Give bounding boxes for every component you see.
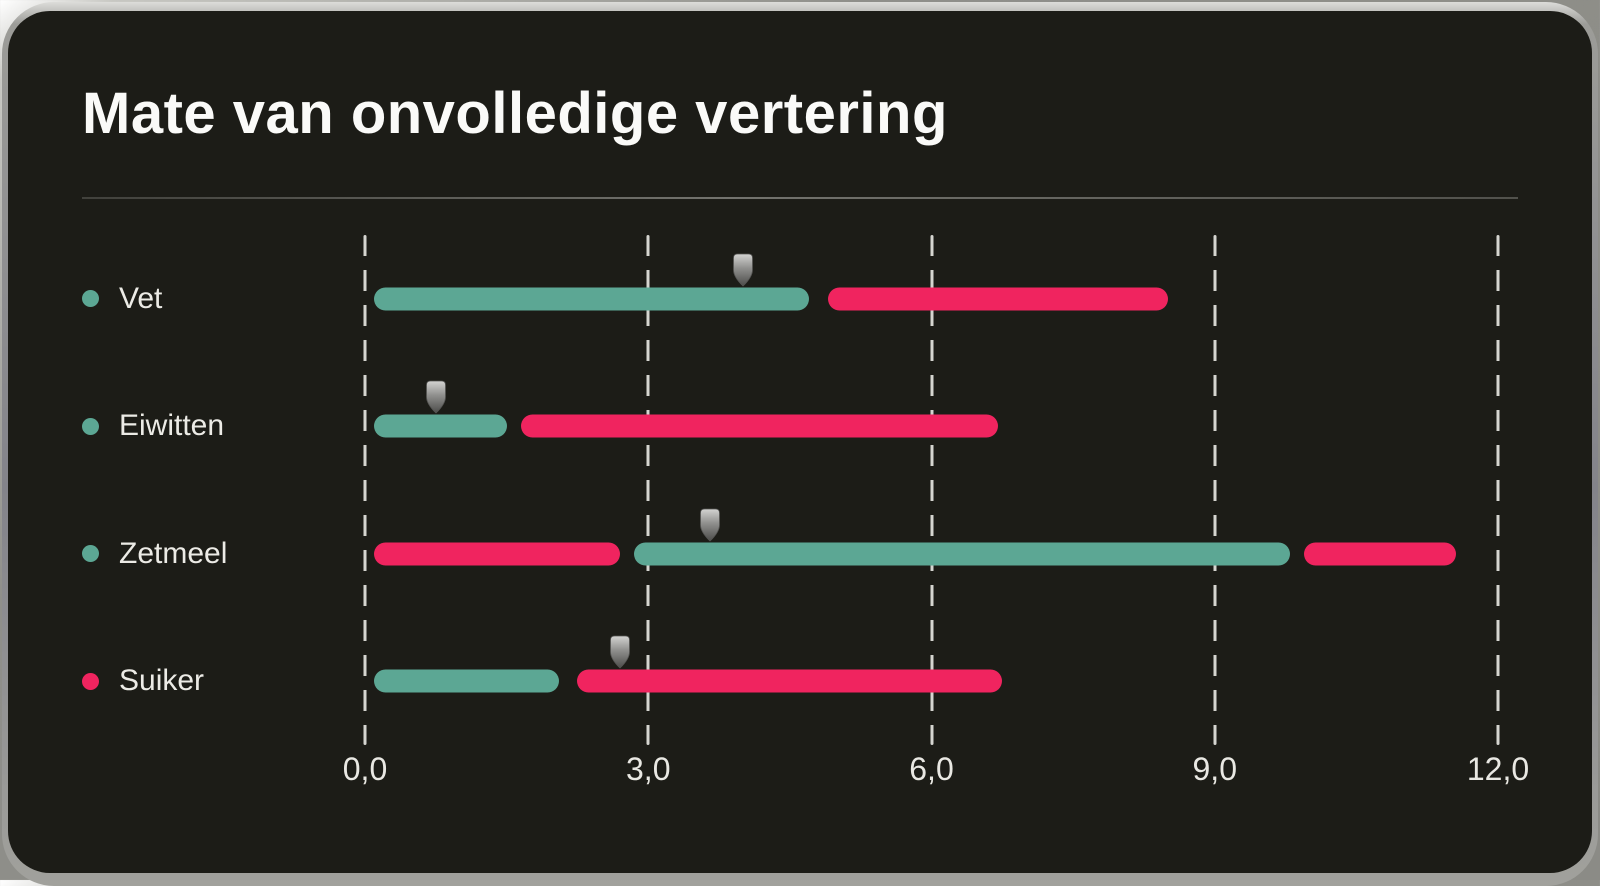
plot-area [363, 235, 1500, 745]
legend-label: Zetmeel [119, 536, 228, 570]
gridline [1496, 235, 1500, 745]
legend-dot-icon [82, 672, 99, 690]
legend-item: Eiwitten [82, 411, 224, 441]
x-tick-label: 9,0 [1192, 751, 1237, 787]
legend-dot-icon [82, 545, 99, 563]
value-marker-icon [699, 508, 720, 542]
bar-segment [634, 542, 1291, 566]
bar-segment [577, 669, 1003, 693]
gridline [363, 235, 367, 745]
bar-segment [374, 669, 559, 693]
x-tick-label: 6,0 [909, 751, 954, 787]
legend-label: Vet [119, 281, 163, 315]
value-marker-icon [732, 253, 753, 287]
legend-label: Suiker [119, 664, 205, 698]
chart-card: Mate van onvolledige vertering Vet Eiwitt… [8, 11, 1592, 873]
legend-label: Eiwitten [119, 409, 225, 443]
legend-dot-icon [82, 290, 99, 308]
bar-segment [520, 414, 998, 438]
gridline [1213, 235, 1217, 745]
legend-dot-icon [82, 417, 99, 435]
legend-item: Vet [82, 281, 163, 315]
bar-segment [1304, 542, 1456, 566]
gridline [930, 235, 933, 745]
value-marker-icon [609, 635, 630, 669]
category-legend: Vet Eiwitten Zetmeel Suiker [8, 235, 365, 745]
x-axis: 0,0 3,0 6,0 9,0 12,0 [343, 751, 1529, 795]
x-tick-label: 12,0 [1466, 751, 1530, 787]
gridline [646, 235, 650, 745]
chart-title: Mate van onvolledige vertering [82, 81, 948, 146]
legend-item: Zetmeel [82, 536, 228, 570]
title-divider [82, 197, 1518, 199]
x-tick-label: 0,0 [342, 751, 388, 787]
bar-segment [374, 287, 809, 311]
x-tick-label: 3,0 [626, 751, 671, 787]
bar-segment [374, 542, 620, 566]
bar-segment [374, 414, 507, 438]
bar-segment [827, 287, 1168, 311]
legend-item: Suiker [82, 666, 204, 696]
value-marker-icon [425, 380, 446, 414]
